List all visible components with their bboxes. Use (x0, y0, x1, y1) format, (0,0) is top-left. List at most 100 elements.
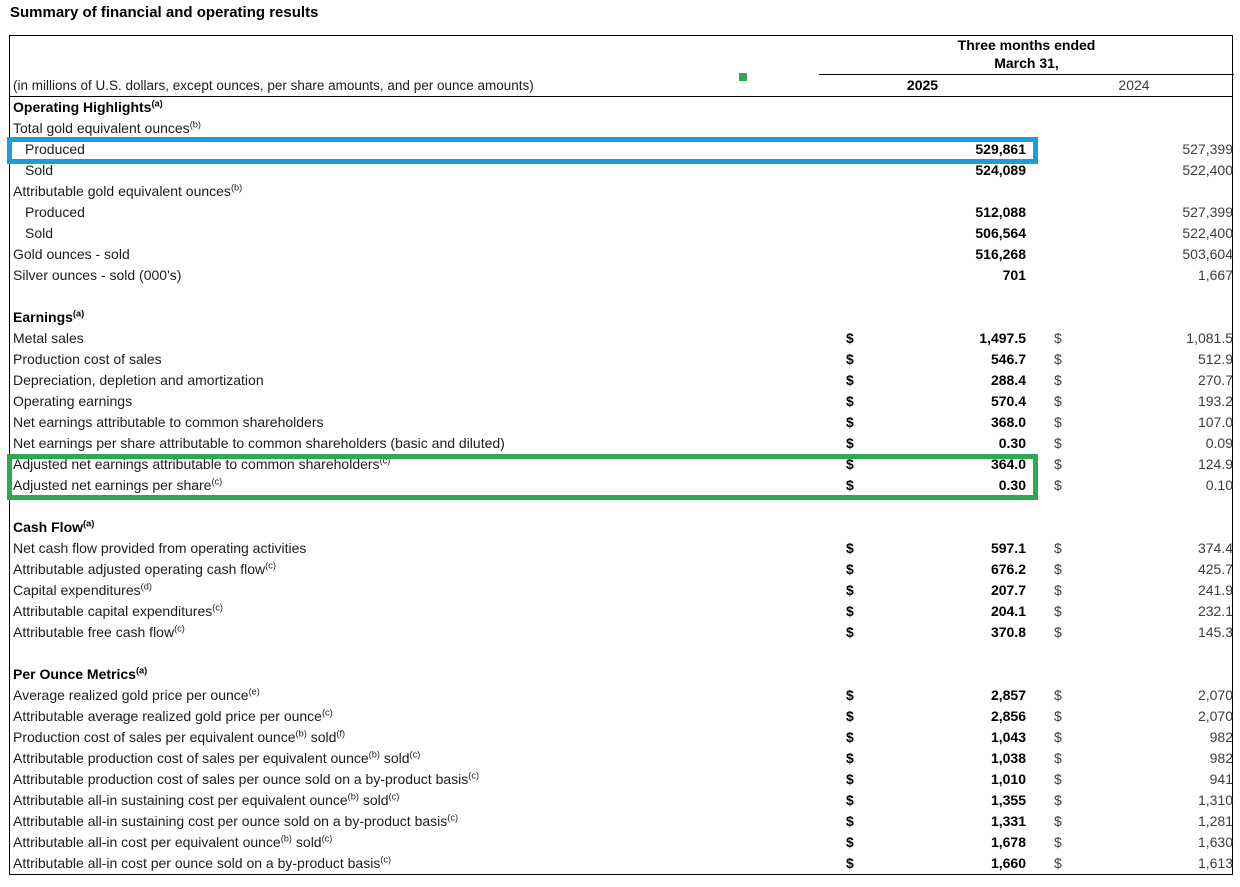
row-label: Total gold equivalent ounces(b) (13, 119, 201, 136)
value-2025: 1,043 (990, 729, 1026, 745)
section-title: Earnings(a) (13, 308, 85, 325)
green-square-marker (739, 73, 747, 81)
currency-symbol-2024: $ (1054, 729, 1062, 745)
table-header: Three months ended March 31, (in million… (10, 36, 1234, 97)
table-row: Sold 506,564 522,400 (10, 223, 1233, 244)
section-header-row: Earnings(a) (10, 307, 1232, 328)
section-header-row: Operating Highlights(a) (10, 97, 1232, 118)
value-2025: 364.0 (990, 456, 1026, 472)
currency-symbol-2024: $ (1054, 435, 1062, 451)
table-row: Production cost of sales per equivalent … (10, 727, 1233, 748)
currency-symbol-2025: $ (846, 372, 854, 388)
value-2024: 1,081.5 (1186, 330, 1233, 346)
currency-symbol-2025: $ (846, 834, 854, 850)
row-label: Attributable production cost of sales pe… (13, 749, 421, 766)
value-2024: 522,400 (1182, 162, 1233, 178)
currency-symbol-2024: $ (1054, 393, 1062, 409)
value-2024: 232.1 (1197, 603, 1233, 619)
currency-symbol-2025: $ (846, 708, 854, 724)
row-label: Metal sales (13, 330, 84, 346)
value-2025: 570.4 (990, 393, 1026, 409)
table-row: Net earnings per share attributable to c… (10, 433, 1233, 454)
value-2025: 701 (1002, 267, 1026, 283)
value-2024: 2,070 (1197, 687, 1233, 703)
table-row: Attributable all-in cost per ounce sold … (10, 853, 1233, 874)
currency-symbol-2024: $ (1054, 540, 1062, 556)
table-row: Attributable all-in cost per equivalent … (10, 832, 1233, 853)
currency-symbol-2024: $ (1054, 561, 1062, 577)
table-row: Net cash flow provided from operating ac… (10, 538, 1233, 559)
currency-symbol-2025: $ (846, 351, 854, 367)
value-2025: 506,564 (975, 225, 1026, 241)
value-2024: 0.09 (1205, 435, 1233, 451)
row-label: Silver ounces - sold (000's) (13, 267, 182, 283)
value-2025: 204.1 (990, 603, 1026, 619)
value-2024: 374.4 (1197, 540, 1233, 556)
currency-symbol-2025: $ (846, 687, 854, 703)
currency-symbol-2025: $ (846, 771, 854, 787)
currency-symbol-2025: $ (846, 477, 854, 493)
currency-symbol-2024: $ (1054, 708, 1062, 724)
value-2025: 597.1 (990, 540, 1026, 556)
currency-symbol-2024: $ (1054, 414, 1062, 430)
value-2024: 941 (1209, 771, 1233, 787)
value-2025: 370.8 (990, 624, 1026, 640)
table-row: Net earnings attributable to common shar… (10, 412, 1233, 433)
value-2024: 270.7 (1197, 372, 1233, 388)
section-title: Per Ounce Metrics(a) (13, 665, 148, 682)
section-title: Cash Flow(a) (13, 518, 95, 535)
row-label: Depreciation, depletion and amortization (13, 372, 264, 388)
currency-symbol-2025: $ (846, 435, 854, 451)
currency-symbol-2025: $ (846, 540, 854, 556)
value-2025: 2,856 (990, 708, 1026, 724)
row-label: Sold (25, 162, 54, 178)
value-2025: 0.30 (998, 435, 1026, 451)
currency-symbol-2025: $ (846, 729, 854, 745)
currency-symbol-2025: $ (846, 393, 854, 409)
row-label: Attributable free cash flow(c) (13, 623, 185, 640)
value-2024: 503,604 (1182, 246, 1233, 262)
currency-symbol-2025: $ (846, 456, 854, 472)
value-2025: 1,678 (990, 834, 1026, 850)
table-row: Adjusted net earnings attributable to co… (10, 454, 1233, 475)
currency-symbol-2024: $ (1054, 771, 1062, 787)
value-2025: 524,089 (975, 162, 1026, 178)
row-label: Net earnings per share attributable to c… (13, 435, 505, 451)
table-row: Gold ounces - sold 516,268 503,604 (10, 244, 1233, 265)
value-2024: 522,400 (1182, 225, 1233, 241)
value-2024: 124.9 (1197, 456, 1233, 472)
value-2025: 529,861 (975, 141, 1026, 157)
page-title: Summary of financial and operating resul… (10, 4, 319, 21)
value-2025: 516,268 (975, 246, 1026, 262)
currency-symbol-2024: $ (1054, 603, 1062, 619)
table-row: Silver ounces - sold (000's) 701 1,667 (10, 265, 1233, 286)
currency-symbol-2024: $ (1054, 855, 1062, 871)
table-row: Depreciation, depletion and amortization… (10, 370, 1233, 391)
currency-symbol-2024: $ (1054, 456, 1062, 472)
row-label: Attributable production cost of sales pe… (13, 770, 480, 787)
row-label: Attributable all-in sustaining cost per … (13, 812, 459, 829)
currency-symbol-2025: $ (846, 750, 854, 766)
currency-symbol-2025: $ (846, 624, 854, 640)
table-row: Total gold equivalent ounces(b) (10, 118, 1232, 139)
table-row: Attributable production cost of sales pe… (10, 748, 1233, 769)
currency-symbol-2024: $ (1054, 330, 1062, 346)
currency-symbol-2025: $ (846, 603, 854, 619)
currency-symbol-2025: $ (846, 330, 854, 346)
table-row: Operating earnings $ $570.4 193.2 (10, 391, 1233, 412)
row-label: Adjusted net earnings per share(c) (13, 476, 223, 493)
row-label: Sold (25, 225, 54, 241)
period-header: Three months ended March 31, (819, 36, 1234, 75)
table-row: Attributable all-in sustaining cost per … (10, 811, 1233, 832)
value-2024: 0.10 (1205, 477, 1233, 493)
section-title: Operating Highlights(a) (13, 98, 163, 115)
row-label: Capital expenditures(d) (13, 581, 152, 598)
table-row: Sold 524,089 522,400 (10, 160, 1233, 181)
value-2025: 676.2 (990, 561, 1026, 577)
value-2024: 1,630 (1197, 834, 1233, 850)
value-2024: 241.9 (1197, 582, 1233, 598)
section-header-row: Cash Flow(a) (10, 517, 1232, 538)
value-2024: 527,399 (1182, 204, 1233, 220)
currency-symbol-2025: $ (846, 582, 854, 598)
column-header-2024: 2024 (1118, 77, 1150, 93)
